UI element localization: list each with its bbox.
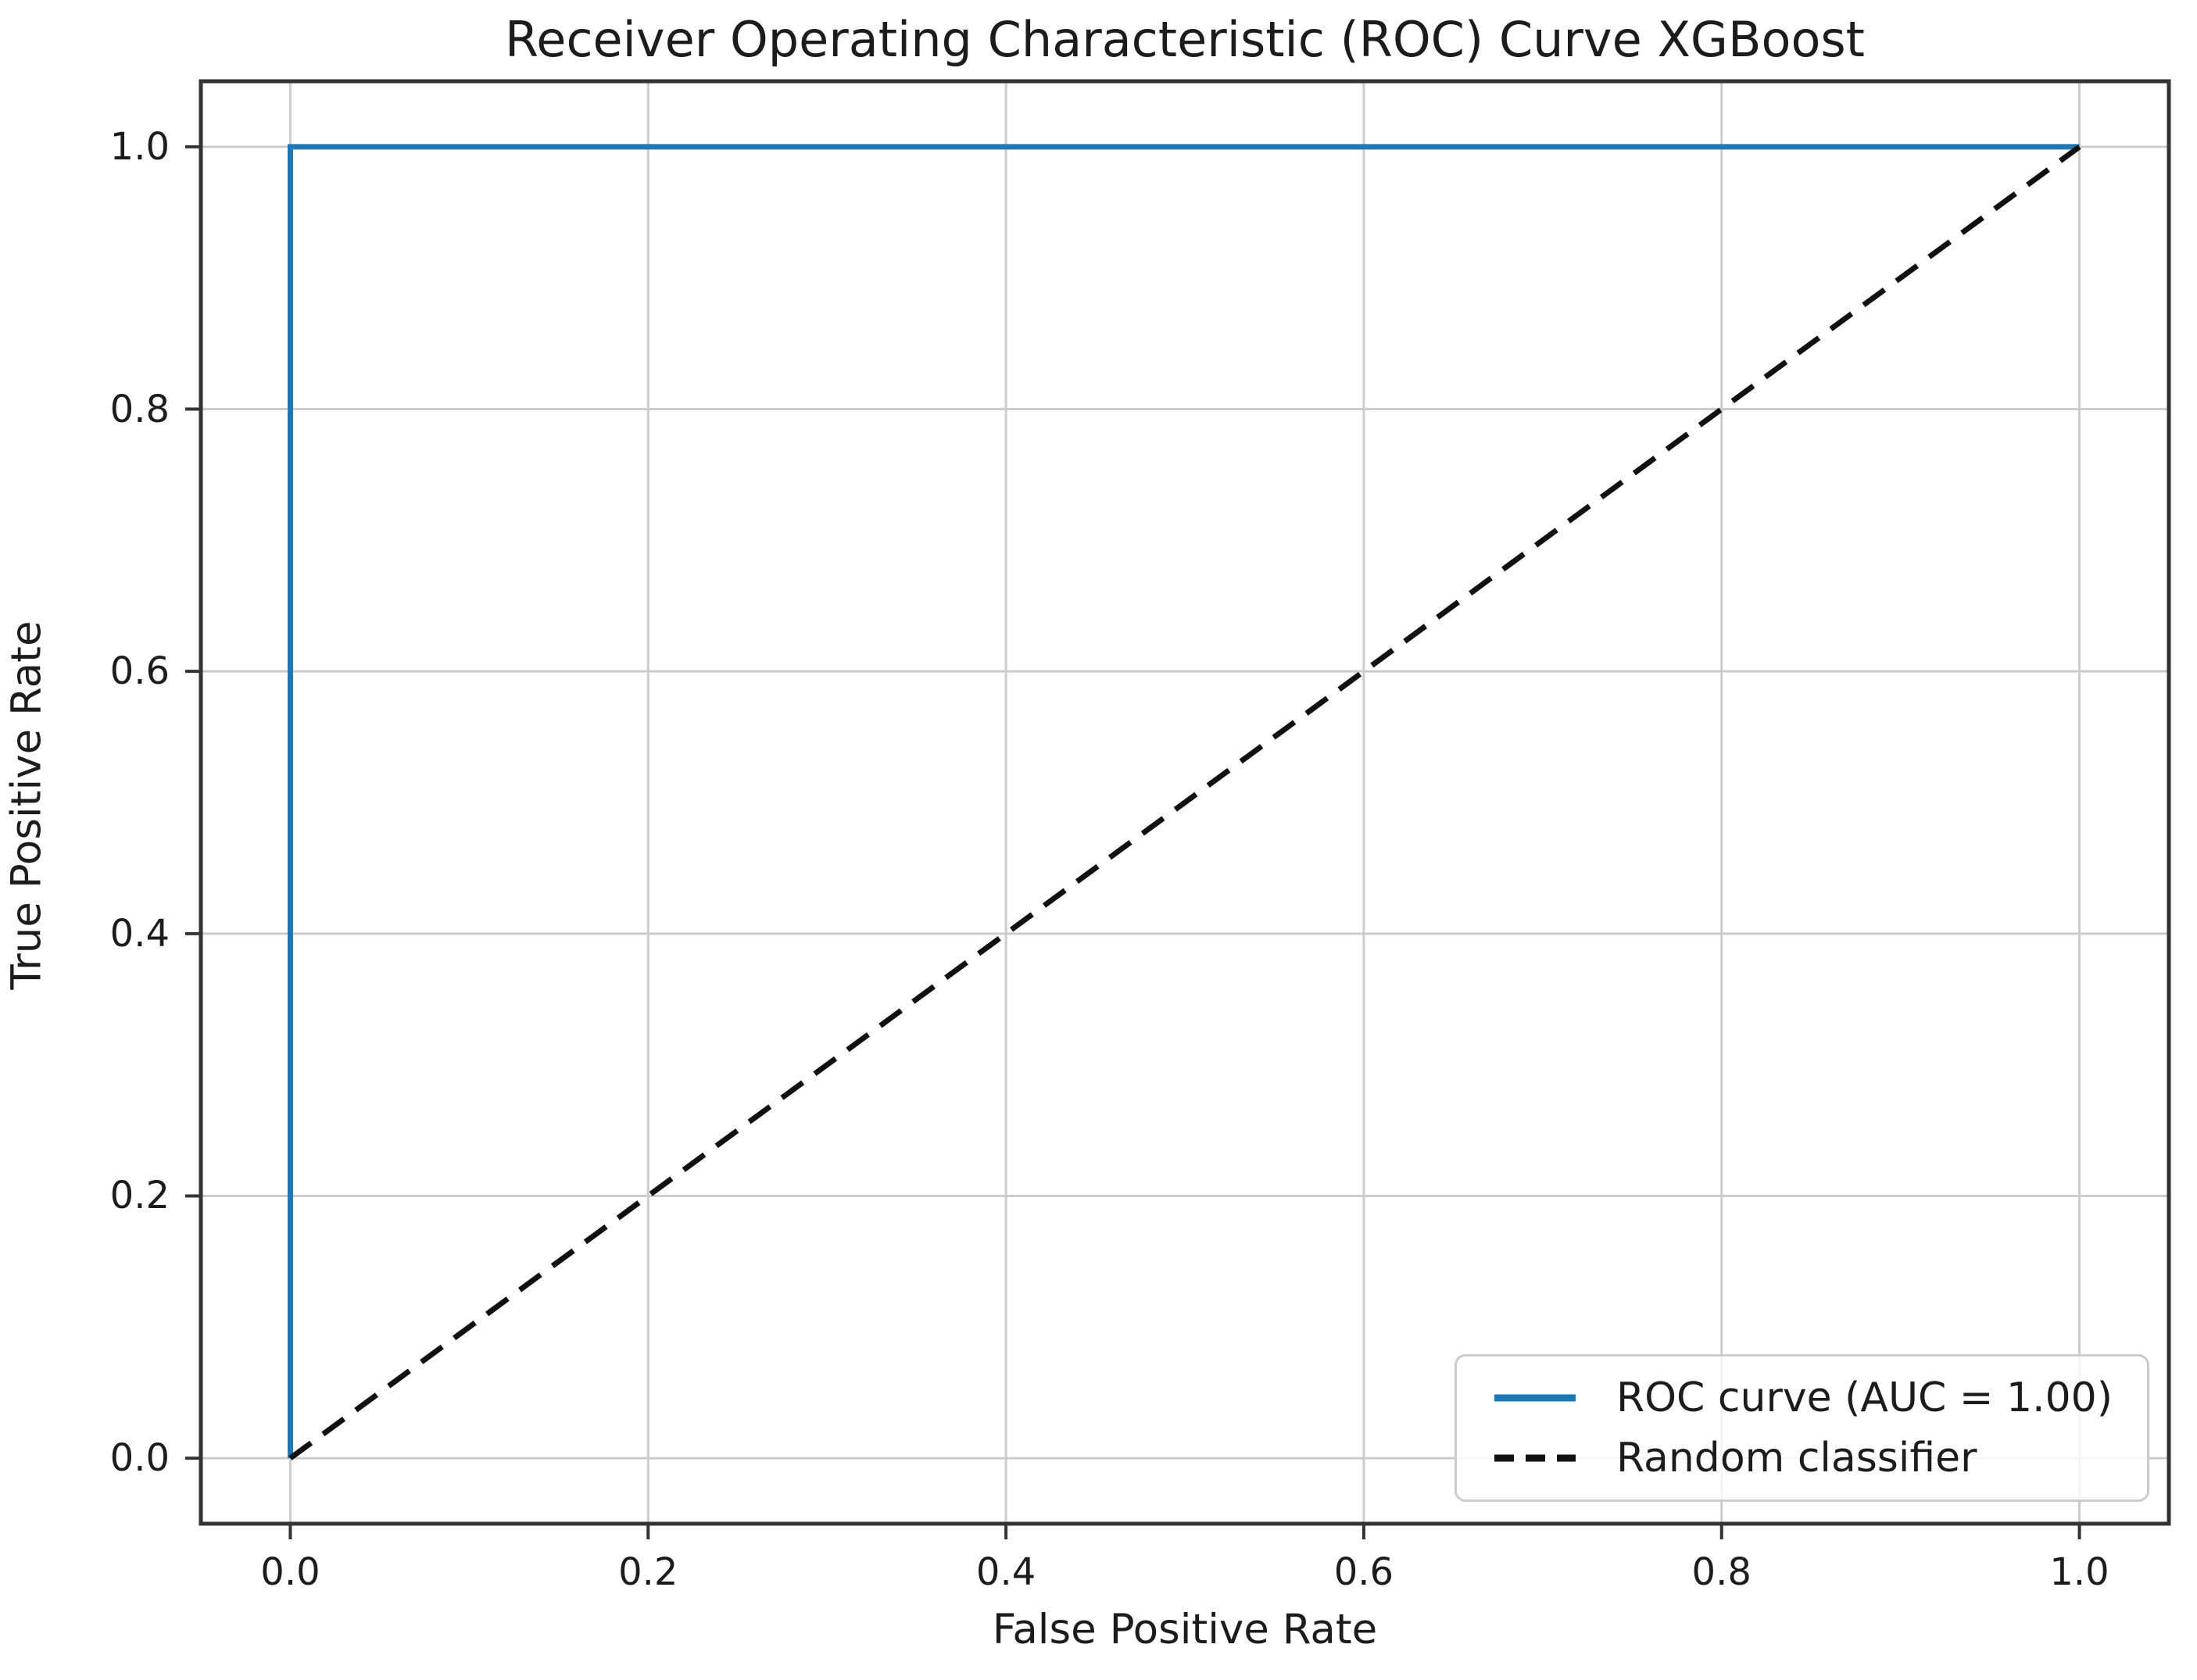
y-axis-label: True Positive Rate (2, 620, 51, 990)
legend-item-roc-curve: ROC curve (AUC = 1.00) (1491, 1374, 2124, 1421)
x-tick-label: 0.4 (975, 1550, 1036, 1594)
x-tick-label: 0.2 (618, 1550, 678, 1594)
legend-label-random-classifier: Random classifier (1616, 1435, 1977, 1482)
tick-marks (185, 145, 2081, 1539)
axes-spines (199, 79, 2171, 1526)
x-axis-label: False Positive Rate (992, 1606, 1378, 1653)
x-tick-label: 0.8 (1691, 1550, 1752, 1594)
series-line-roc-curve (287, 144, 2080, 1459)
y-tick-label: 0.4 (109, 911, 170, 956)
y-tick-label: 0.0 (109, 1436, 170, 1481)
y-tick-label: 0.6 (109, 649, 170, 694)
series-line-random-classifier (288, 145, 2081, 1460)
y-tick-label: 1.0 (109, 124, 170, 169)
x-tick-label: 1.0 (2049, 1550, 2109, 1594)
y-tick-label: 0.2 (109, 1174, 170, 1218)
x-tick-label: 0.6 (1333, 1550, 1394, 1594)
chart-title: Receiver Operating Characteristic (ROC) … (505, 11, 1865, 68)
y-tick-label: 0.8 (109, 387, 170, 431)
roc-curve-line-swatch (1494, 1394, 1576, 1402)
x-tick-label: 0.0 (260, 1550, 320, 1594)
legend: ROC curve (AUC = 1.00) Random classifier (1455, 1354, 2149, 1502)
legend-label-roc-curve: ROC curve (AUC = 1.00) (1616, 1374, 2113, 1421)
plot-frame (199, 79, 2171, 1526)
legend-item-random-classifier: Random classifier (1491, 1435, 2124, 1482)
random-classifier-line-swatch (1494, 1454, 1576, 1462)
series-layer (287, 144, 2081, 1460)
